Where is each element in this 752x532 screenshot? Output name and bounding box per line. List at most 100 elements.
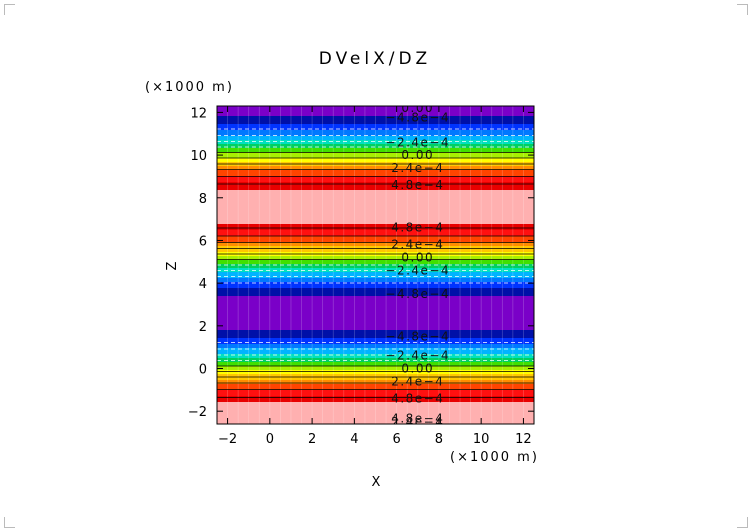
color-band [217, 330, 534, 333]
color-band [217, 274, 534, 277]
color-band [217, 264, 534, 267]
color-band [217, 338, 534, 341]
contour-label: −2.4e−4 [385, 349, 450, 363]
color-band [217, 148, 534, 151]
color-band [217, 306, 534, 309]
color-band [217, 170, 534, 173]
x-tick-label: 0 [266, 432, 274, 447]
color-band [217, 176, 534, 179]
color-band [217, 408, 534, 411]
color-band [217, 186, 534, 189]
color-band [217, 404, 534, 407]
y-tick-label: −2 [188, 405, 207, 420]
x-tick-label: 4 [350, 432, 358, 447]
color-band [217, 410, 534, 413]
color-band [217, 360, 534, 363]
color-band [217, 238, 534, 241]
y-tick-label: 12 [190, 106, 207, 121]
chart-title: DVelX/DZ [319, 49, 431, 69]
contour-label: 4.8e−4 [391, 391, 444, 405]
color-band [217, 128, 534, 131]
color-band [217, 286, 534, 289]
contour-label: 2.4e−4 [391, 415, 444, 429]
color-band [217, 208, 534, 211]
x-axis-unit: (×1000 m) [450, 450, 539, 465]
x-tick-label: 10 [473, 432, 490, 447]
color-band [217, 406, 534, 409]
color-band [217, 298, 534, 301]
color-band [217, 112, 534, 115]
color-band [217, 364, 534, 367]
color-band [217, 120, 534, 123]
color-band [217, 272, 534, 275]
color-band [217, 138, 534, 141]
crop-mark-bottom-left [4, 517, 15, 528]
contour-label: −2.4e−4 [385, 135, 450, 149]
y-tick-label: 0 [199, 363, 207, 378]
color-band [217, 240, 534, 243]
color-band [217, 288, 534, 291]
color-band [217, 184, 534, 187]
color-band [217, 204, 534, 207]
color-band [217, 250, 534, 253]
color-band [217, 368, 534, 371]
color-band [217, 334, 534, 337]
color-band [217, 106, 534, 109]
color-band [217, 390, 534, 393]
color-band [217, 118, 534, 121]
color-band [217, 122, 534, 125]
color-band [217, 352, 534, 355]
color-band [217, 172, 534, 175]
contour-label: 0.00 [401, 101, 434, 115]
color-band [217, 314, 534, 317]
color-band [217, 202, 534, 205]
contour-label: −4.8e−4 [385, 287, 450, 301]
color-band [217, 178, 534, 181]
color-band [217, 322, 534, 325]
color-band [217, 416, 534, 419]
color-band [217, 282, 534, 285]
contour-label: −4.8e−4 [385, 329, 450, 343]
color-band [217, 278, 534, 281]
color-band [217, 248, 534, 251]
color-band [217, 142, 534, 145]
y-axis-label: Z [165, 261, 180, 270]
color-band [217, 154, 534, 157]
color-band [217, 226, 534, 229]
y-axis: −2 0 2 4 6 8 10 12 [188, 106, 534, 420]
color-band [217, 144, 534, 147]
crop-mark-top-right [737, 4, 748, 15]
color-band [217, 270, 534, 273]
color-band [217, 234, 534, 237]
crop-mark-bottom-right [737, 517, 748, 528]
color-band [217, 262, 534, 265]
color-band [217, 326, 534, 329]
color-band [217, 212, 534, 215]
color-band [217, 414, 534, 417]
y-tick-label: 6 [199, 234, 207, 249]
color-band [217, 218, 534, 221]
contour-label: −4.8e−4 [385, 111, 450, 125]
color-band [217, 354, 534, 357]
contour-label: 0.00 [401, 148, 434, 162]
color-band [217, 304, 534, 307]
color-band [217, 156, 534, 159]
color-band [217, 268, 534, 271]
x-tick-label: 12 [515, 432, 532, 447]
color-band [217, 160, 534, 163]
color-band [217, 140, 534, 143]
plot-frame [216, 105, 535, 425]
contour-labels: 0.00−4.8e−4−2.4e−40.002.4e−44.8e−44.8e−4… [385, 101, 450, 429]
color-band [217, 302, 534, 305]
x-tick-label: 6 [392, 432, 400, 447]
color-band [217, 136, 534, 139]
color-band [217, 346, 534, 349]
x-tick-label: 2 [308, 432, 316, 447]
color-band [217, 386, 534, 389]
contour-lines [217, 128, 534, 398]
color-band [217, 210, 534, 213]
color-band [217, 394, 534, 397]
color-band [217, 316, 534, 319]
color-band [217, 206, 534, 209]
color-band [217, 356, 534, 359]
